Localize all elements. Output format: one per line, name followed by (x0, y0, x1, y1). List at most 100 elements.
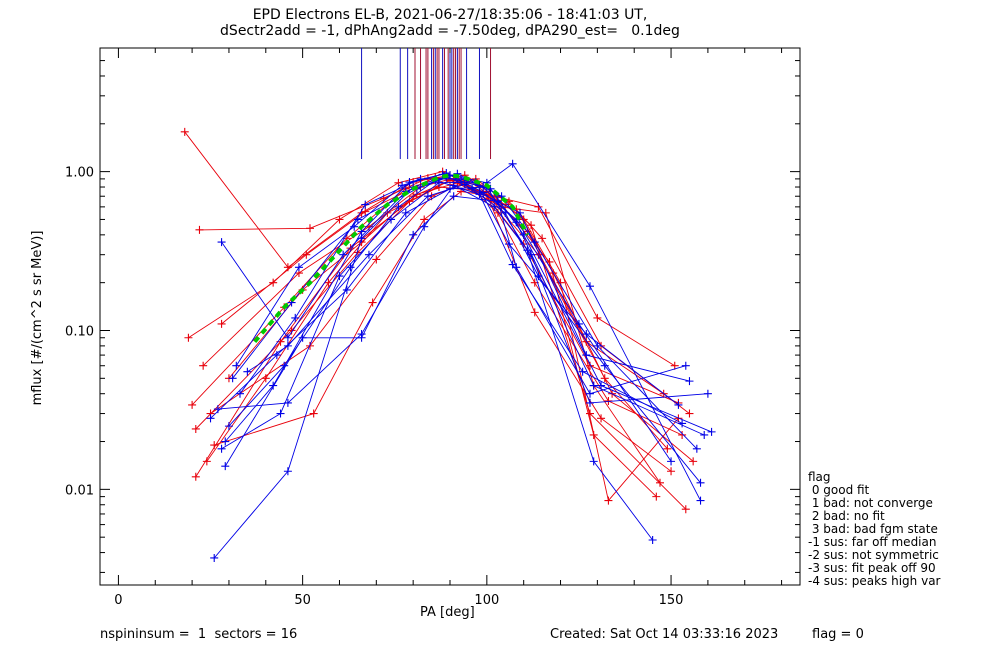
y-tick-label: 1.00 (65, 166, 94, 181)
data-point-blue (283, 467, 292, 476)
data-point-blue (364, 250, 373, 259)
data-point-blue (398, 181, 407, 190)
series-line-blue (232, 173, 698, 450)
series-line-red (206, 186, 664, 462)
data-point-blue (361, 200, 370, 209)
series-line-red (199, 177, 683, 436)
data-point-blue (291, 313, 300, 322)
data-point-blue (479, 188, 488, 197)
x-tick-label: 0 (114, 593, 122, 608)
data-point-blue (409, 230, 418, 239)
series-line-blue (221, 176, 705, 436)
data-point-blue (217, 444, 226, 453)
x-tick-label: 150 (659, 593, 684, 608)
data-point-blue (586, 398, 594, 407)
legend-item: -2 sus: not symmetric (808, 548, 939, 562)
data-point-blue (681, 361, 690, 370)
data-point-blue (692, 444, 701, 453)
data-point-blue (401, 208, 410, 217)
data-point-red (530, 308, 539, 317)
data-point-blue (232, 361, 241, 370)
data-point-red (335, 215, 344, 224)
data-point-red (306, 224, 314, 233)
series-line-red (210, 178, 694, 462)
data-point-blue (582, 330, 591, 339)
x-tick-label: 100 (474, 593, 499, 608)
data-point-red (681, 505, 690, 514)
vertical-markers (361, 48, 492, 160)
data-point-blue (703, 389, 712, 398)
data-point-red (527, 221, 536, 230)
data-point-blue (593, 341, 602, 350)
data-point-red (269, 278, 278, 287)
data-point-red (689, 457, 698, 466)
series-line-blue (210, 186, 653, 541)
data-point-blue (648, 535, 657, 544)
data-point-red (685, 409, 694, 418)
legend-title: flag (808, 470, 831, 484)
data-point-blue (600, 361, 609, 370)
data-point-blue (674, 400, 683, 409)
data-point-blue (586, 282, 594, 291)
data-point-blue (210, 553, 219, 562)
fit-curve (253, 173, 530, 344)
footer-flag: flag = 0 (812, 627, 864, 642)
data-point-blue (667, 457, 676, 466)
data-point-blue (283, 333, 292, 342)
legend-item: 2 bad: no fit (808, 509, 885, 523)
data-point-blue (700, 430, 709, 439)
data-point-red (324, 278, 333, 287)
data-point-blue (493, 197, 502, 206)
flag-legend: flag 0 good fit 1 bad: not converge 2 ba… (808, 471, 940, 588)
legend-item: -1 sus: far off median (808, 535, 937, 549)
data-point-blue (217, 238, 226, 247)
data-point-blue (224, 422, 233, 431)
data-point-blue (586, 389, 594, 398)
data-point-red (309, 409, 318, 418)
data-point-red (191, 472, 200, 481)
data-point-blue (512, 263, 521, 272)
data-point-blue (294, 263, 303, 272)
data-point-blue (269, 381, 278, 390)
data-point-red (667, 467, 676, 476)
legend-item: 0 good fit (808, 483, 870, 497)
data-point-red (589, 430, 598, 439)
footer-created: Created: Sat Oct 14 03:33:16 2023 (550, 627, 779, 642)
x-tick-label: 50 (294, 593, 311, 608)
data-point-blue (339, 250, 348, 259)
data-point-red (184, 333, 193, 342)
data-point-red (593, 313, 602, 322)
data-point-red (191, 424, 200, 433)
data-point-blue (707, 427, 716, 436)
data-point-red (372, 255, 381, 264)
data-point-blue (206, 414, 215, 423)
data-point-blue (243, 367, 252, 376)
data-point-red (656, 478, 664, 487)
series-line-red (195, 182, 661, 484)
data-point-blue (696, 478, 705, 487)
data-point-red (663, 444, 672, 453)
data-point-blue (501, 208, 510, 217)
data-point-blue (449, 192, 458, 201)
data-point-blue (405, 178, 414, 187)
data-point-blue (221, 437, 230, 446)
legend-item: -3 sus: fit peak off 90 (808, 561, 936, 575)
data-point-blue (387, 215, 396, 224)
series-line-blue (224, 173, 690, 442)
data-point-red (217, 319, 226, 328)
axes: 0 50 100 150 0.01 0.10 1.00 (65, 47, 800, 608)
data-point-blue (578, 367, 587, 376)
data-point-red (361, 207, 370, 216)
y-tick-label: 0.10 (65, 324, 94, 339)
legend-item: 3 bad: bad fgm state (808, 522, 938, 536)
data-point-blue (589, 381, 598, 390)
series-line-red (221, 176, 679, 502)
y-axis-label: mflux [#/(cm^2 s sr MeV)] (30, 230, 45, 406)
series-line-blue (247, 184, 701, 484)
data-point-red (302, 250, 311, 259)
chart-title-line2: dSectr2add = -1, dPhAng2add = -7.50deg, … (220, 23, 680, 39)
data-point-blue (276, 409, 285, 418)
data-point-blue (335, 272, 344, 281)
data-point-blue (350, 222, 359, 231)
data-point-blue (298, 333, 307, 342)
